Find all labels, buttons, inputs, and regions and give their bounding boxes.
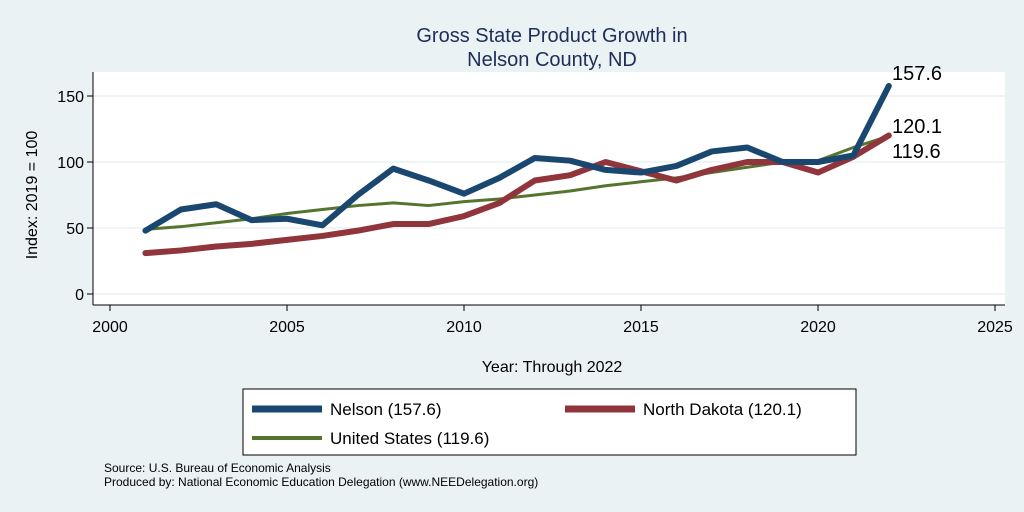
produced-by-note: Produced by: National Economic Education… [104, 475, 539, 489]
legend-box [242, 388, 857, 456]
x-tick-label: 2010 [446, 319, 482, 336]
x-tick-label: 2015 [623, 319, 659, 336]
source-note: Source: U.S. Bureau of Economic Analysis [104, 461, 331, 475]
legend-label: United States (119.6) [330, 429, 489, 448]
plot-area [93, 72, 1005, 305]
chart-title: Gross State Product Growth in [416, 25, 687, 47]
end-label: 119.6 [892, 141, 941, 163]
end-label: 157.6 [892, 63, 942, 85]
series-line-1 [142, 132, 892, 257]
y-tick-label: 0 [75, 287, 84, 304]
y-tick-label: 150 [57, 89, 84, 106]
legend-label: Nelson (157.6) [330, 400, 442, 419]
x-tick-label: 2005 [269, 319, 305, 336]
y-tick-label: 100 [57, 155, 84, 172]
end-label: 120.1 [892, 116, 942, 138]
line-chart: Gross State Product Growth in Nelson Cou… [24, 25, 1013, 456]
chart-subtitle: Nelson County, ND [467, 49, 637, 71]
legend-label: North Dakota (120.1) [643, 400, 802, 419]
x-tick-label: 2000 [92, 319, 128, 336]
x-tick-label: 2020 [800, 319, 836, 336]
x-tick-label: 2025 [977, 319, 1013, 336]
series-line-0 [142, 82, 892, 234]
x-axis-label: Year: Through 2022 [482, 359, 623, 376]
y-tick-label: 50 [66, 221, 84, 238]
y-axis-label: Index: 2019 = 100 [24, 131, 41, 260]
